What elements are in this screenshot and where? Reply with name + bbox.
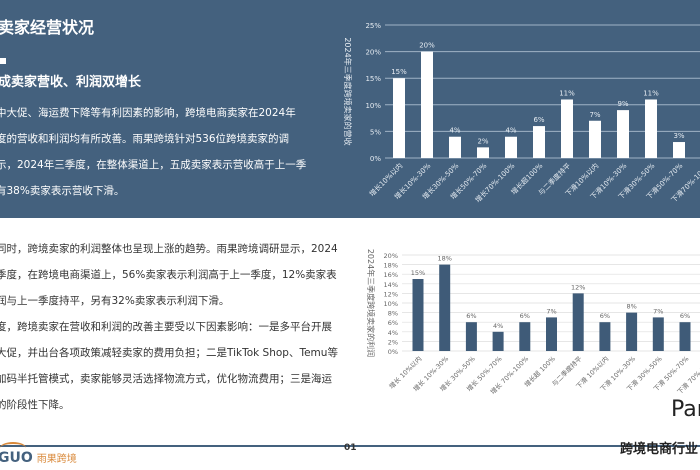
bar bbox=[421, 51, 433, 158]
bullet-square bbox=[0, 58, 6, 64]
data-label: 12% bbox=[571, 283, 585, 291]
page-title: 卖家经营状况 bbox=[0, 18, 95, 37]
data-label: 2% bbox=[477, 137, 488, 145]
bar bbox=[477, 147, 489, 158]
bar bbox=[626, 312, 638, 351]
data-label: 6% bbox=[466, 312, 476, 320]
footer-divider bbox=[0, 445, 700, 447]
data-label: 4% bbox=[449, 127, 460, 135]
y-tick-label: 14% bbox=[384, 281, 398, 289]
y-tick-label: 25% bbox=[365, 22, 381, 30]
data-label: 7% bbox=[653, 307, 663, 315]
data-label: 4% bbox=[493, 322, 503, 330]
bar bbox=[393, 78, 405, 158]
data-label: 20% bbox=[419, 42, 435, 50]
bar bbox=[561, 99, 573, 158]
data-label: 3% bbox=[673, 132, 684, 140]
footer-title: 跨境电商行业 bbox=[620, 442, 699, 457]
bottom-paragraph-line: 度，跨境卖家在营收和利润的改善主要受以下因素影响：一是多平台开展 bbox=[0, 321, 332, 333]
section-subtitle: 成卖家营收、利润双增长 bbox=[0, 75, 142, 90]
top-paragraph-line: 中大促、海运费下降等有利因素的影响，跨境电商卖家在2024年 bbox=[0, 107, 296, 119]
bar bbox=[533, 126, 545, 158]
y-tick-label: 8% bbox=[388, 310, 398, 318]
data-label: 15% bbox=[411, 269, 425, 277]
logo-arc-icon bbox=[0, 442, 26, 454]
y-tick-label: 18% bbox=[384, 262, 398, 270]
profit-chart: 0%2%4%6%8%10%12%14%16%18%20%2024年三季度跨境卖家… bbox=[366, 249, 700, 396]
bar bbox=[572, 293, 584, 351]
bar bbox=[546, 317, 557, 351]
bottom-paragraph-line: 季度，在跨境电商渠道上，56%卖家表示利润高于上一季度，12%卖家表 bbox=[0, 269, 337, 281]
top-paragraph-line: 有38%卖家表示营收下滑。 bbox=[0, 185, 125, 197]
top-paragraph-line: 示，2024年三季度，在整体渠道上，五成卖家表示营收高于上一季 bbox=[0, 159, 307, 171]
top-panel bbox=[0, 0, 700, 218]
bar bbox=[652, 317, 664, 351]
page-number: 01 bbox=[344, 443, 357, 453]
y-tick-label: 2% bbox=[388, 338, 398, 346]
bar bbox=[492, 331, 504, 351]
bar bbox=[645, 99, 657, 158]
bar bbox=[449, 136, 461, 158]
bar bbox=[589, 120, 601, 158]
y-tick-label: 5% bbox=[370, 128, 381, 136]
y-tick-label: 15% bbox=[365, 75, 381, 83]
bar bbox=[465, 322, 477, 351]
bottom-paragraph-line: 同时，跨境卖家的利润整体也呈现上涨的趋势。雨果跨境调研显示，2024 bbox=[0, 243, 338, 255]
y-tick-label: 4% bbox=[388, 329, 398, 337]
bottom-paragraph-line: 的阶段性下降。 bbox=[0, 399, 70, 411]
data-label: 11% bbox=[559, 89, 575, 97]
y-tick-label: 0% bbox=[388, 348, 398, 356]
y-tick-label: 10% bbox=[365, 102, 381, 110]
part-label: Par bbox=[671, 397, 700, 422]
revenue-chart: 0%5%10%15%20%25%2024年三季度跨境卖家的营收 15%增长10%以… bbox=[343, 22, 700, 204]
y-tick-label: 16% bbox=[384, 271, 398, 279]
logo-cn: 雨果跨境 bbox=[36, 454, 77, 465]
data-label: 15% bbox=[391, 68, 407, 76]
data-label: 9% bbox=[617, 100, 628, 108]
logo: GUO 雨果跨境 bbox=[0, 450, 77, 466]
data-label: 8% bbox=[626, 303, 636, 311]
y-tick-label: 20% bbox=[365, 49, 381, 57]
data-label: 6% bbox=[600, 312, 610, 320]
data-label: 6% bbox=[680, 312, 690, 320]
bar bbox=[673, 142, 685, 158]
bar bbox=[679, 322, 691, 351]
bottom-paragraph-line: 大促，并出台各项政策减轻卖家的费用负担；二是TikTok Shop、Temu等 bbox=[0, 347, 338, 359]
y-tick-label: 6% bbox=[388, 319, 398, 327]
bar bbox=[599, 322, 611, 351]
data-label: 7% bbox=[546, 307, 556, 315]
y-axis-title: 2024年三季度跨境卖家的营收 bbox=[343, 37, 353, 145]
data-label: 6% bbox=[533, 116, 544, 124]
y-tick-label: 12% bbox=[384, 290, 398, 298]
bottom-paragraph-line: 加码半托管模式，卖家能够灵活选择物流方式，优化物流费用；三是海运 bbox=[0, 373, 332, 385]
y-tick-label: 10% bbox=[384, 300, 398, 308]
data-label: 7% bbox=[589, 111, 600, 119]
y-axis-title: 2024年三季度跨境卖家的利润 bbox=[366, 249, 376, 357]
bottom-paragraph-line: 润与上一季度持平，另有32%卖家表示利润下滑。 bbox=[0, 295, 230, 307]
top-paragraph-line: 度的营收和利润均有所改善。雨果跨境针对536位跨境卖家的调 bbox=[0, 133, 290, 145]
data-label: 4% bbox=[505, 127, 516, 135]
data-label: 18% bbox=[437, 255, 451, 263]
bar bbox=[439, 264, 451, 351]
logo-text: GUO bbox=[0, 450, 33, 466]
bar bbox=[617, 110, 629, 158]
bar bbox=[519, 322, 531, 351]
bar bbox=[412, 279, 424, 351]
bar bbox=[505, 136, 517, 158]
y-tick-label: 0% bbox=[370, 155, 381, 163]
y-tick-label: 20% bbox=[384, 252, 398, 260]
data-label: 6% bbox=[520, 312, 530, 320]
data-label: 11% bbox=[643, 89, 659, 97]
